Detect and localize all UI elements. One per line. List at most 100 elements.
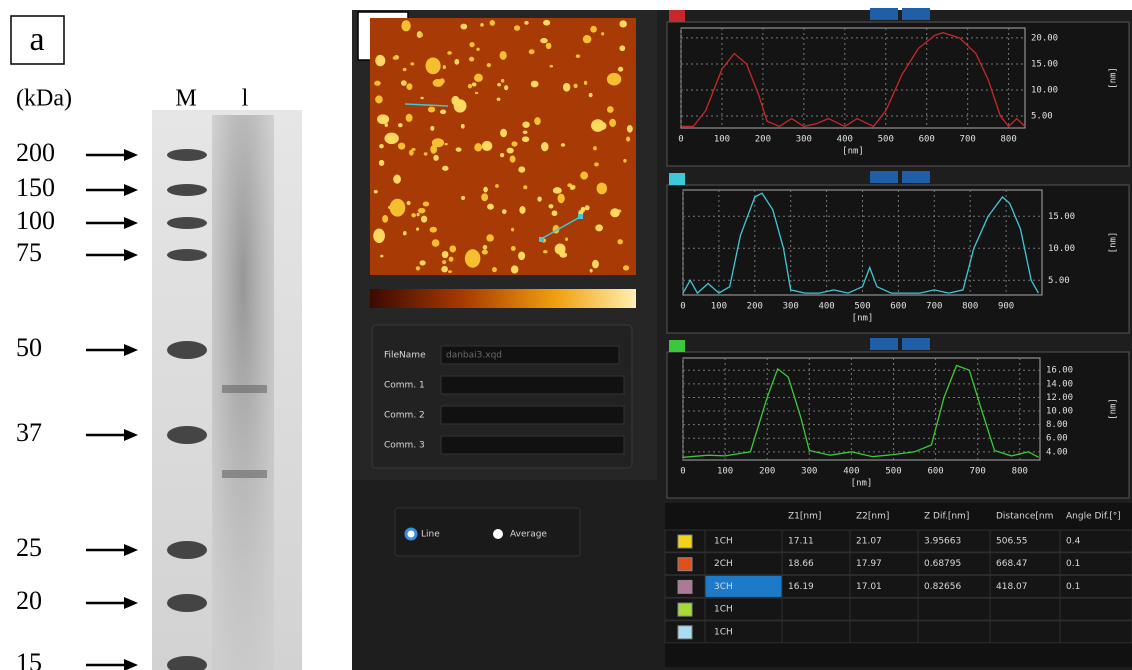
profiles: 01002003004005006007008005.0010.0015.002… [667, 8, 1129, 498]
particle [557, 194, 564, 203]
y-tick-label: 10.00 [1046, 407, 1073, 417]
particle [393, 175, 401, 184]
y-tick-label: 5.00 [1031, 112, 1053, 122]
particle [461, 124, 465, 129]
unit-label: (kDa) [16, 86, 72, 112]
handle[interactable] [578, 214, 583, 219]
particle [420, 260, 426, 265]
field-label: FileName [384, 351, 426, 361]
channel-name[interactable]: 1CH [714, 537, 733, 547]
text-field[interactable] [441, 406, 624, 424]
particle [561, 143, 565, 146]
particle [524, 21, 528, 25]
particle [590, 269, 593, 273]
particle [507, 148, 514, 154]
particle [552, 210, 558, 216]
y-tick-label: 5.00 [1048, 276, 1070, 286]
x-tick-label: 200 [755, 135, 771, 145]
y-tick-label: 10.00 [1048, 244, 1075, 254]
text-field[interactable] [441, 436, 624, 454]
particle [601, 32, 604, 35]
particle [375, 95, 383, 103]
radio[interactable] [493, 529, 503, 539]
x-tick-label: 500 [885, 467, 901, 477]
particle [518, 166, 525, 172]
particle [432, 239, 440, 246]
marker-label: 50 [16, 333, 42, 362]
particle [543, 20, 550, 26]
x-axis-label: [nm] [852, 314, 874, 324]
particle [500, 153, 504, 157]
particle [553, 187, 562, 194]
column-header: Z Dif.[nm] [924, 512, 969, 522]
cell-value: 16.19 [788, 582, 814, 592]
channel-name[interactable]: 1CH [714, 627, 733, 637]
figure: a (kDa) M l 200150100755037252015 b File… [0, 0, 1132, 670]
particle [374, 190, 378, 193]
band [167, 249, 207, 261]
field-label: Comm. 2 [384, 411, 425, 421]
channel-name[interactable]: 2CH [714, 559, 733, 569]
band [167, 541, 207, 559]
x-tick-label: 300 [796, 135, 812, 145]
y-axis-label: [nm] [1109, 67, 1119, 89]
particle [433, 79, 444, 87]
particle [486, 234, 494, 241]
particle [384, 133, 398, 144]
particle [481, 193, 488, 201]
radio-selected[interactable] [406, 529, 416, 539]
handle[interactable] [539, 237, 544, 242]
x-tick-label: 800 [1012, 467, 1028, 477]
nav-next[interactable] [902, 171, 930, 183]
particle [626, 136, 630, 141]
particle [607, 106, 614, 113]
cell-value: 506.55 [996, 537, 1028, 547]
arrowhead [124, 544, 138, 556]
lane-label: M [175, 86, 196, 112]
column-header: Angle Dif.[°] [1066, 512, 1121, 522]
nav-next[interactable] [902, 8, 930, 20]
x-tick-label: 400 [818, 302, 834, 312]
particle [531, 81, 539, 88]
particle [497, 83, 501, 87]
cell-value: 3.95663 [924, 537, 961, 547]
field-value: danbai3.xqd [446, 351, 502, 361]
particle [442, 260, 446, 264]
particle [476, 48, 479, 51]
band [167, 341, 207, 359]
cell-value: 17.01 [856, 582, 882, 592]
particle [580, 172, 588, 180]
radio-label[interactable]: Average [510, 530, 547, 540]
marker-label: 25 [16, 533, 42, 562]
y-axis-label: [nm] [1109, 232, 1119, 254]
nav-next[interactable] [902, 338, 930, 350]
x-tick-label: 0 [678, 135, 683, 145]
particle [618, 67, 623, 72]
particle [537, 197, 541, 202]
band [222, 385, 267, 393]
channel-name[interactable]: 3CH [714, 582, 733, 592]
particle [373, 228, 385, 243]
particle [523, 130, 528, 134]
nav-prev[interactable] [870, 338, 898, 350]
band [167, 426, 207, 444]
text-field[interactable] [441, 376, 624, 394]
y-tick-label: 8.00 [1046, 420, 1068, 430]
particle [541, 142, 548, 151]
particle [570, 186, 574, 190]
cell [782, 621, 850, 643]
nav-prev[interactable] [870, 8, 898, 20]
particle [483, 245, 488, 250]
color-swatch [678, 558, 692, 571]
x-tick-label: 200 [747, 302, 763, 312]
nav-prev[interactable] [870, 171, 898, 183]
radio-label[interactable]: Line [421, 530, 440, 540]
x-tick-label: 100 [714, 135, 730, 145]
x-tick-label: 700 [926, 302, 942, 312]
particle [510, 155, 516, 162]
color-swatch [678, 603, 692, 616]
channel-name[interactable]: 1CH [714, 605, 733, 615]
particle [456, 147, 462, 151]
particle [421, 216, 427, 223]
x-axis-label: [nm] [842, 147, 864, 157]
